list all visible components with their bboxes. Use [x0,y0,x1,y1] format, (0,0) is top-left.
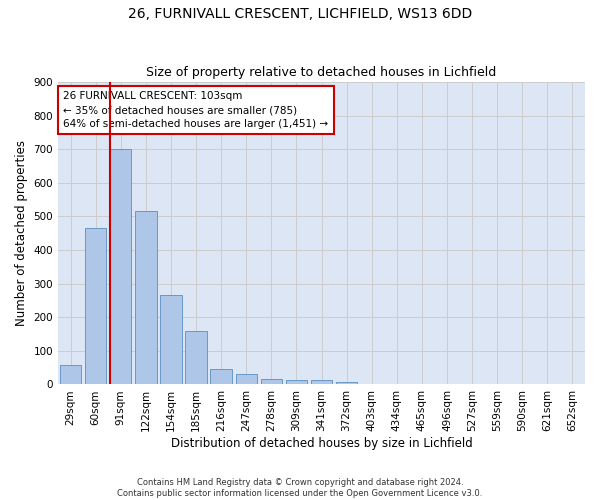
Title: Size of property relative to detached houses in Lichfield: Size of property relative to detached ho… [146,66,497,80]
Bar [336,382,357,384]
Bar [85,228,106,384]
Text: 26, FURNIVALL CRESCENT, LICHFIELD, WS13 6DD: 26, FURNIVALL CRESCENT, LICHFIELD, WS13 … [128,8,472,22]
Bar [185,332,207,384]
Bar [135,212,157,384]
Bar [160,296,182,384]
Bar [60,365,81,384]
Y-axis label: Number of detached properties: Number of detached properties [15,140,28,326]
Bar [311,380,332,384]
Bar [110,150,131,384]
Bar [260,378,282,384]
Text: 26 FURNIVALL CRESCENT: 103sqm
← 35% of detached houses are smaller (785)
64% of : 26 FURNIVALL CRESCENT: 103sqm ← 35% of d… [64,91,328,129]
X-axis label: Distribution of detached houses by size in Lichfield: Distribution of detached houses by size … [170,437,472,450]
Text: Contains HM Land Registry data © Crown copyright and database right 2024.
Contai: Contains HM Land Registry data © Crown c… [118,478,482,498]
Bar [236,374,257,384]
Bar [211,370,232,384]
Bar [286,380,307,384]
